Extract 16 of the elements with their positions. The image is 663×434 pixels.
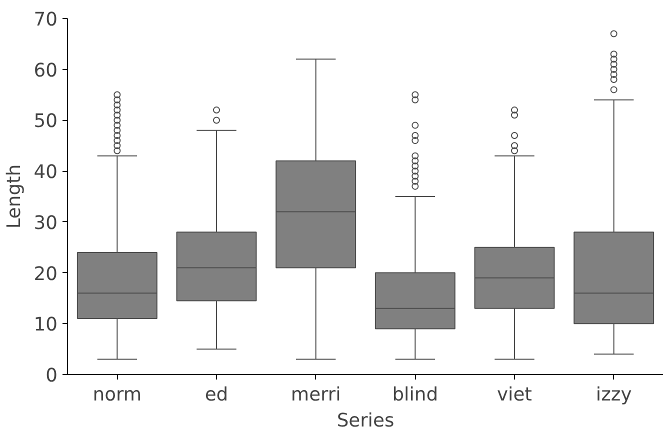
- y-tick-label: 60: [34, 60, 58, 82]
- x-axis-title: Series: [336, 410, 394, 432]
- x-tick-label: izzy: [596, 384, 632, 406]
- x-tick-label: norm: [92, 384, 142, 406]
- x-tick-label: blind: [392, 384, 438, 406]
- y-tick-label: 40: [34, 162, 58, 184]
- x-tick-label: viet: [496, 384, 532, 406]
- y-tick-label: 0: [46, 366, 58, 386]
- y-tick-label: 50: [34, 111, 58, 132]
- y-tick-label: 20: [34, 264, 58, 285]
- y-tick-label: 70: [34, 10, 58, 30]
- y-tick-label: 30: [34, 212, 58, 234]
- y-tick-label: 10: [34, 314, 58, 336]
- x-tick-label: merri: [290, 384, 341, 406]
- x-tick-label: ed: [204, 384, 228, 406]
- y-axis-title: Length: [4, 164, 25, 229]
